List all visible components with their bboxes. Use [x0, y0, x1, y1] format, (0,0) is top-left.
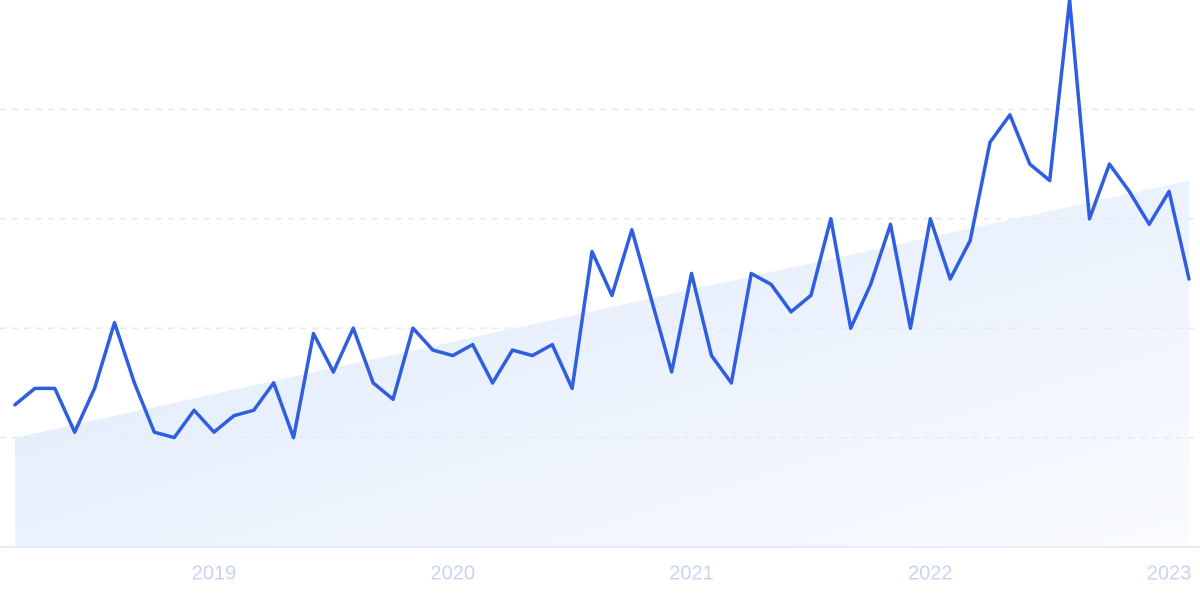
x-tick-label: 2020 — [431, 562, 476, 584]
x-tick-label: 2023 — [1147, 562, 1192, 584]
line — [13, 0, 1191, 440]
x-tick-label: 2021 — [669, 562, 714, 584]
trend-area — [15, 180, 1189, 547]
x-tick-label: 2019 — [192, 562, 237, 584]
x-tick-label: 2022 — [908, 562, 953, 584]
